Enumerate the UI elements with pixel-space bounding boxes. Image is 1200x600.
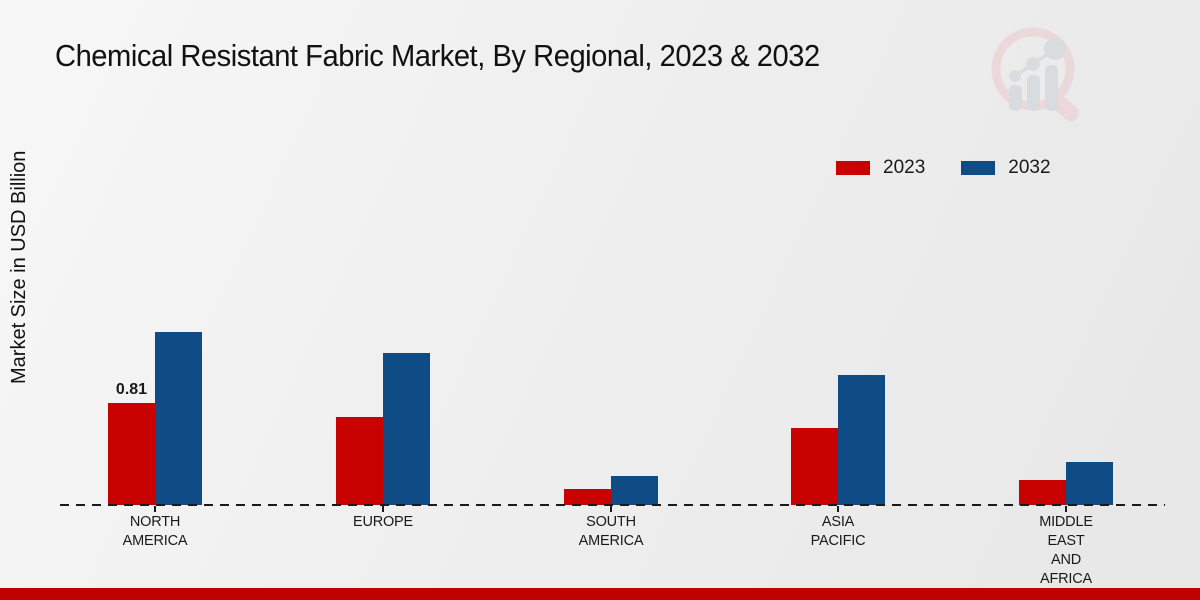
value-label-2023-north-america: 0.81 [115,381,148,398]
legend-item-2023: 2023 [836,157,925,179]
bar-2032-south-america [611,476,658,505]
bar-2032-asia-pacific [838,375,885,505]
axis-tick-north-america [154,506,156,512]
bar-2023-south-america [564,489,611,505]
axis-tick-middle-east-and-africa [1065,506,1067,512]
bar-2023-europe [336,417,383,505]
bar-2023-north-america [108,403,155,505]
legend: 2023 2032 [836,157,1051,179]
legend-swatch-2032-icon [961,161,996,175]
axis-tick-europe [382,506,384,512]
category-label-north-america: NORTH AMERICA [122,514,188,549]
footer-accent-band [0,588,1200,600]
magnifier-bar-chart-logo-icon [991,27,1079,122]
bar-2032-europe [383,353,430,505]
category-label-europe: EUROPE [352,514,414,530]
bar-2023-middle-east-and-africa [1019,480,1066,505]
legend-label-2023: 2023 [883,157,926,178]
bar-2032-middle-east-and-africa [1066,462,1113,505]
legend-label-2032: 2032 [1008,157,1051,178]
bar-2032-north-america [155,332,202,505]
legend-swatch-2023-icon [836,161,870,175]
bar-2023-asia-pacific [791,428,838,505]
category-label-asia-pacific: ASIA PACIFIC [810,514,866,549]
legend-item-2032: 2032 [961,157,1051,179]
category-label-middle-east-and-africa: MIDDLE EAST AND AFRICA [1039,514,1093,587]
chart-title: Chemical Resistant Fabric Market, By Reg… [55,38,820,73]
axis-tick-asia-pacific [837,506,839,512]
category-label-south-america: SOUTH AMERICA [578,514,644,549]
axis-tick-south-america [610,506,612,512]
x-axis-baseline [60,504,1165,506]
